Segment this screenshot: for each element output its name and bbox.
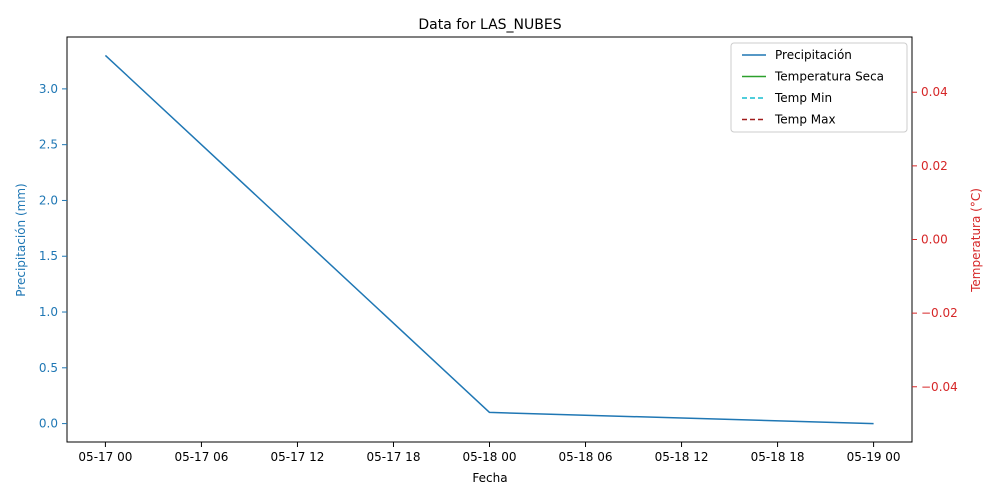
x-tick-label: 05-17 06: [174, 450, 228, 464]
y-left-tick-label: 2.5: [39, 138, 58, 152]
series-layer: [104, 54, 874, 425]
legend-label: Temperatura Seca: [774, 70, 884, 84]
y-axis-left-label: Precipitación (mm): [14, 183, 28, 296]
y-left-tick-label: 3.0: [39, 82, 58, 96]
y-left-tick-label: 1.0: [39, 305, 58, 319]
legend-label: Precipitación: [775, 48, 852, 62]
y-right-tick-label: −0.04: [921, 380, 958, 394]
y-right-tick-label: 0.04: [921, 85, 948, 99]
y-left-tick-label: 1.5: [39, 249, 58, 263]
y-left-tick-label: 0.0: [39, 417, 58, 431]
y-left-tick-label: 2.0: [39, 193, 58, 207]
series-line-0: [104, 54, 874, 425]
y-right-tick-label: −0.02: [921, 306, 958, 320]
y-axis-left: 0.0 0.5 1.0 1.5 2.0 2.5 3.0: [39, 82, 67, 431]
y-left-tick-label: 0.5: [39, 361, 58, 375]
y-right-tick-label: 0.02: [921, 159, 948, 173]
x-tick-label: 05-17 12: [270, 450, 324, 464]
legend: Precipitación Temperatura Seca Temp Min Tem…: [730, 42, 908, 133]
y-axis-right-label: Temperatura (°C): [969, 188, 983, 293]
x-axis: 05-17 00 05-17 06 05-17 12 05-17 18 05-18 00…: [78, 442, 901, 464]
y-axis-right: −0.04 −0.02 0.00 0.02 0.04: [912, 85, 958, 394]
x-tick-label: 05-18 06: [559, 450, 613, 464]
x-tick-label: 05-18 12: [655, 450, 709, 464]
x-tick-label: 05-18 00: [463, 450, 517, 464]
x-tick-label: 05-19 00: [847, 450, 901, 464]
y-right-tick-label: 0.00: [921, 233, 948, 247]
legend-label: Temp Min: [774, 91, 832, 105]
chart-title: Data for LAS_NUBES: [418, 17, 561, 33]
x-tick-label: 05-18 18: [751, 450, 805, 464]
legend-label: Temp Max: [774, 113, 836, 127]
legend-box: [730, 42, 908, 133]
x-tick-label: 05-17 00: [78, 450, 132, 464]
x-axis-label: Fecha: [472, 471, 507, 485]
x-tick-label: 05-17 18: [367, 450, 421, 464]
